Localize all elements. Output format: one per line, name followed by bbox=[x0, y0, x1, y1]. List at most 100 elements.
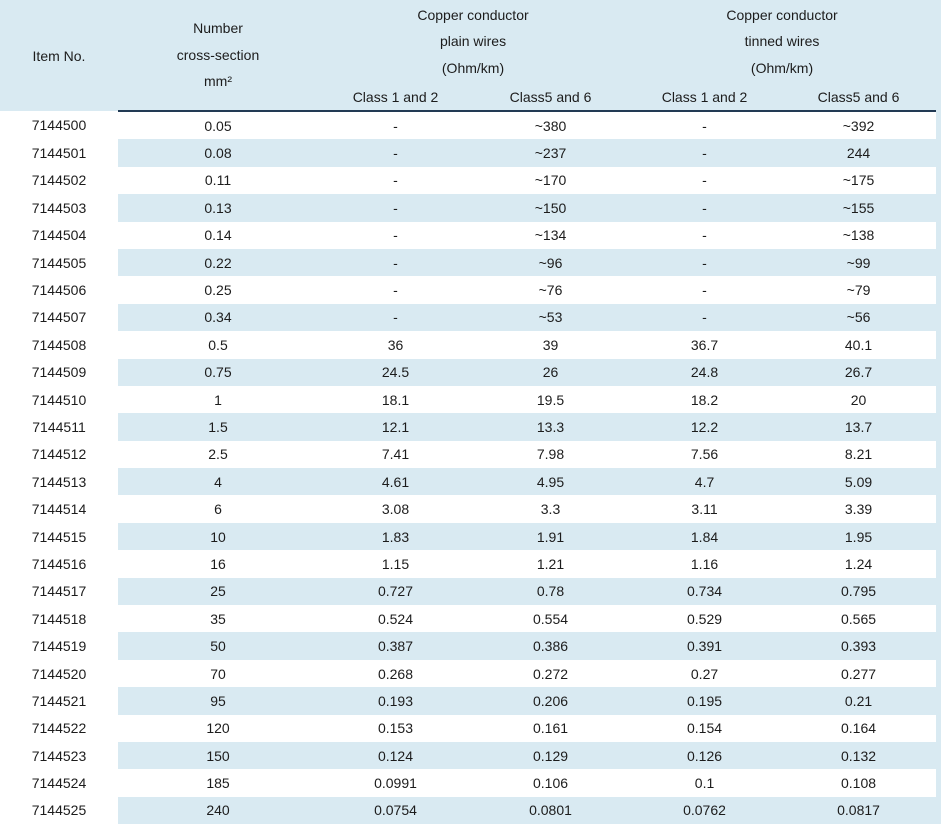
value-cell: 2.5 bbox=[118, 440, 318, 469]
item-no-cell: 7144514 bbox=[0, 495, 118, 523]
value-cell: ~134 bbox=[473, 221, 629, 249]
value-cell: 0.25 bbox=[118, 276, 318, 304]
value-cell: 1.5 bbox=[118, 413, 318, 441]
value-cell: 0.554 bbox=[473, 605, 629, 633]
value-cell: 3.11 bbox=[628, 495, 782, 523]
value-cell: 0.78 bbox=[473, 577, 629, 606]
item-no-cell: 7144521 bbox=[0, 687, 118, 715]
value-cell: 18.2 bbox=[628, 385, 782, 414]
value-cell: - bbox=[628, 276, 782, 304]
value-cell: 13.3 bbox=[473, 413, 629, 441]
value-cell: 0.206 bbox=[473, 687, 629, 715]
value-cell: 24.5 bbox=[318, 358, 473, 386]
value-cell: 0.0817 bbox=[781, 796, 937, 824]
value-cell: 1 bbox=[118, 385, 318, 414]
value-cell: 50 bbox=[118, 632, 318, 660]
value-cell: 0.0762 bbox=[628, 796, 782, 824]
value-cell: 0.132 bbox=[781, 741, 937, 770]
table-row: 7144524 185 0.0991 0.106 0.1 0.108 bbox=[0, 769, 937, 797]
tinned-group-line2: tinned wires bbox=[744, 33, 820, 50]
value-cell: ~76 bbox=[473, 276, 629, 304]
item-no-cell: 7144518 bbox=[0, 605, 118, 633]
value-cell: 0.164 bbox=[781, 714, 937, 742]
table-row: 7144503 0.13- ~150- ~155 bbox=[0, 194, 937, 222]
value-cell: 25 bbox=[118, 577, 318, 606]
item-no-cell: 7144520 bbox=[0, 659, 118, 688]
value-cell: - bbox=[318, 111, 473, 140]
item-no-cell: 7144506 bbox=[0, 276, 118, 304]
item-no-cell: 7144511 bbox=[0, 413, 118, 441]
table-row: 7144514 6 3.08 3.3 3.11 3.39 bbox=[0, 495, 937, 523]
col-header-item-no: Item No. bbox=[32, 47, 86, 64]
value-cell: 1.16 bbox=[628, 550, 782, 578]
value-cell: ~138 bbox=[781, 221, 937, 249]
item-no-cell: 7144503 bbox=[0, 194, 118, 222]
value-cell: 0.34 bbox=[118, 303, 318, 332]
value-cell: 0.0754 bbox=[318, 796, 473, 824]
item-no-cell: 7144516 bbox=[0, 550, 118, 578]
value-cell: 0.154 bbox=[628, 714, 782, 742]
table-row: 7144521 95 0.193 0.206 0.195 0.21 bbox=[0, 687, 937, 715]
table-row: 7144525 240 0.0754 0.0801 0.0762 0.0817 bbox=[0, 796, 937, 824]
table-row: 7144515 10 1.83 1.91 1.84 1.95 bbox=[0, 522, 937, 551]
value-cell: 12.1 bbox=[318, 413, 473, 441]
value-cell: 1.83 bbox=[318, 522, 473, 551]
value-cell: 0.106 bbox=[473, 769, 629, 797]
table-row: 7144500 0.05- ~380- ~392 bbox=[0, 111, 937, 140]
table-row: 7144513 4 4.61 4.95 4.7 5.09 bbox=[0, 468, 937, 496]
value-cell: 0.393 bbox=[781, 632, 937, 660]
value-cell: 0.5 bbox=[118, 331, 318, 359]
value-cell: 0.524 bbox=[318, 605, 473, 633]
value-cell: - bbox=[628, 166, 782, 195]
item-no-cell: 7144517 bbox=[0, 577, 118, 606]
table-row: 7144517 25 0.727 0.78 0.734 0.795 bbox=[0, 577, 937, 606]
value-cell: 36.7 bbox=[628, 331, 782, 359]
table-row: 7144518 35 0.524 0.554 0.529 0.565 bbox=[0, 605, 937, 633]
value-cell: ~56 bbox=[781, 303, 937, 332]
value-cell: ~170 bbox=[473, 166, 629, 195]
table-body: 7144500 0.05- ~380- ~392 7144501 0.08- ~237-24… bbox=[0, 111, 937, 824]
item-no-cell: 7144509 bbox=[0, 358, 118, 386]
value-cell: - bbox=[318, 139, 473, 167]
value-cell: 244 bbox=[781, 139, 937, 167]
value-cell: 0.08 bbox=[118, 139, 318, 167]
value-cell: 0.272 bbox=[473, 659, 629, 688]
value-cell: ~79 bbox=[781, 276, 937, 304]
value-cell: 0.21 bbox=[781, 687, 937, 715]
item-no-cell: 7144525 bbox=[0, 796, 118, 824]
value-cell: 1.21 bbox=[473, 550, 629, 578]
value-cell: ~392 bbox=[781, 111, 937, 140]
value-cell: 0.565 bbox=[781, 605, 937, 633]
col-group-plain-wires: Copper conductor plain wires (Ohm/km) bbox=[318, 0, 628, 83]
table-row: 7144501 0.08- ~237-244 bbox=[0, 139, 937, 167]
value-cell: 70 bbox=[118, 659, 318, 688]
table-row: 7144505 0.22- ~96- ~99 bbox=[0, 248, 937, 277]
value-cell: - bbox=[628, 221, 782, 249]
item-no-cell: 7144504 bbox=[0, 221, 118, 249]
value-cell: 4.95 bbox=[473, 468, 629, 496]
plain-group-line3: (Ohm/km) bbox=[441, 59, 505, 76]
value-cell: 0.129 bbox=[473, 741, 629, 770]
value-cell: 0.193 bbox=[318, 687, 473, 715]
value-cell: 1.95 bbox=[781, 522, 937, 551]
value-cell: - bbox=[628, 194, 782, 222]
value-cell: 0.1 bbox=[628, 769, 782, 797]
value-cell: 0.268 bbox=[318, 659, 473, 688]
table-row: 7144522 120 0.153 0.161 0.154 0.164 bbox=[0, 714, 937, 742]
value-cell: 185 bbox=[118, 769, 318, 797]
item-no-cell: 7144510 bbox=[0, 385, 118, 414]
item-no-cell: 7144500 bbox=[0, 111, 118, 140]
value-cell: 7.41 bbox=[318, 440, 473, 469]
value-cell: 0.22 bbox=[118, 248, 318, 277]
table-row: 7144510 1 18.1 19.5 18.2 20 bbox=[0, 385, 937, 414]
value-cell: - bbox=[318, 276, 473, 304]
value-cell: - bbox=[318, 194, 473, 222]
value-cell: 95 bbox=[118, 687, 318, 715]
value-cell: 0.75 bbox=[118, 358, 318, 386]
value-cell: 0.108 bbox=[781, 769, 937, 797]
value-cell: - bbox=[318, 221, 473, 249]
value-cell: ~175 bbox=[781, 166, 937, 195]
value-cell: ~150 bbox=[473, 194, 629, 222]
subheader-tinned-class-5-6: Class5 and 6 bbox=[781, 83, 937, 112]
class-header-row: Class 1 and 2 Class5 and 6 Class 1 and 2… bbox=[0, 83, 937, 112]
